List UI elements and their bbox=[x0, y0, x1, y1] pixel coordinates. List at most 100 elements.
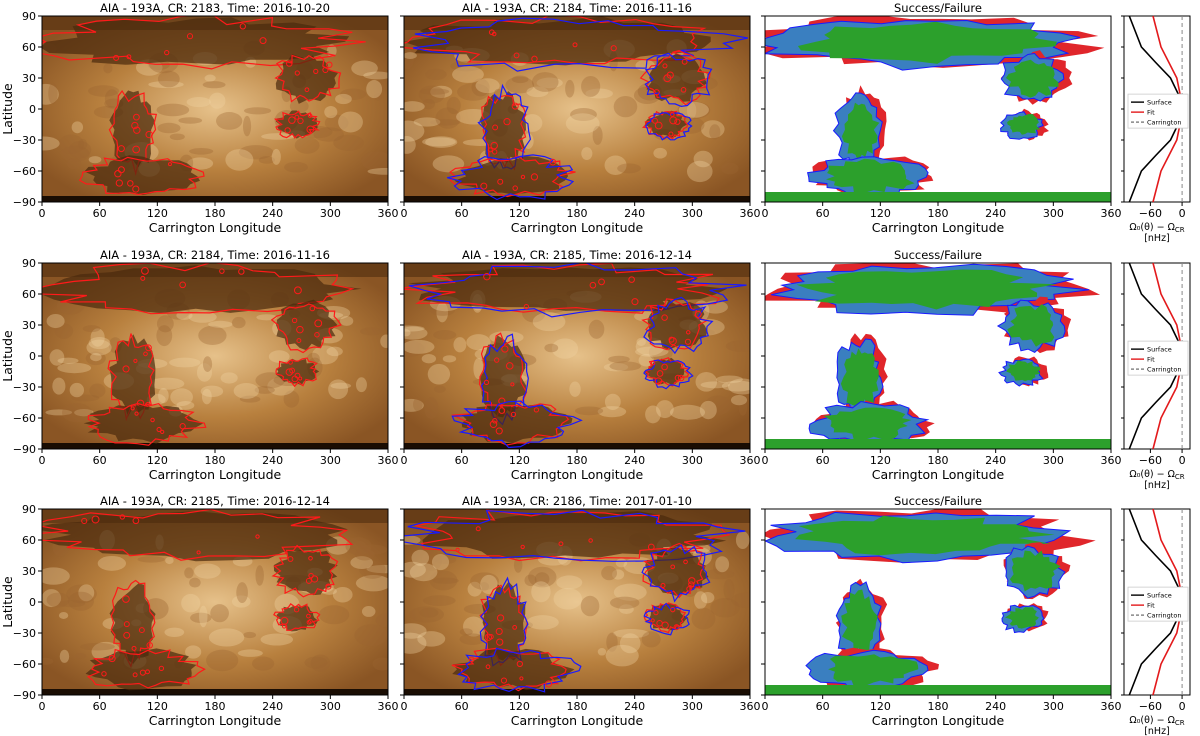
contour-speck bbox=[219, 268, 225, 274]
profile-xlabel-unit: [nHz] bbox=[1144, 480, 1170, 491]
coronal-hole bbox=[85, 648, 197, 691]
profile-x-tick-label: 0 bbox=[1179, 454, 1186, 467]
x-axis-label: Carrington Longitude bbox=[511, 467, 644, 482]
texture-spot bbox=[466, 334, 491, 351]
contour-speck bbox=[160, 429, 165, 435]
x-tick-label: 180 bbox=[928, 207, 949, 220]
contour-speck bbox=[681, 58, 688, 65]
texture-spot bbox=[169, 133, 185, 141]
x-tick-label: 120 bbox=[509, 207, 530, 220]
contour-outline bbox=[447, 154, 575, 201]
contour-speck bbox=[545, 680, 553, 688]
success-region-core bbox=[823, 407, 912, 441]
x-axis-label: Carrington Longitude bbox=[511, 713, 644, 728]
success-region-core bbox=[796, 269, 1057, 310]
texture-spot bbox=[467, 581, 482, 597]
contour-speck bbox=[314, 319, 323, 328]
texture-spot bbox=[375, 613, 388, 628]
texture-spot bbox=[404, 623, 427, 639]
texture-spot bbox=[404, 535, 421, 545]
x-tick-label: 120 bbox=[509, 700, 530, 713]
profile-xlabel-sub: CR bbox=[1175, 719, 1185, 727]
texture-spot bbox=[715, 556, 730, 573]
x-tick-label: 180 bbox=[567, 207, 588, 220]
texture-spot bbox=[604, 393, 621, 410]
y-tick-label: 30 bbox=[22, 319, 36, 332]
texture-spot bbox=[78, 584, 95, 602]
contour-outline bbox=[42, 16, 366, 70]
x-tick-label: 180 bbox=[205, 207, 226, 220]
contour-speck bbox=[156, 426, 162, 433]
coronal-hole bbox=[42, 17, 350, 65]
contour-outline bbox=[270, 303, 342, 354]
texture-spot bbox=[716, 375, 743, 384]
contour-speck bbox=[133, 126, 141, 134]
contour-speck bbox=[510, 411, 517, 418]
coronal-hole bbox=[644, 110, 688, 138]
texture-spot bbox=[237, 649, 263, 657]
texture-spot bbox=[645, 405, 661, 424]
y-tick-label: 90 bbox=[22, 503, 36, 516]
texture-spot bbox=[104, 89, 120, 108]
contour-speck bbox=[284, 127, 291, 134]
contour-speck bbox=[108, 655, 116, 663]
texture-spot bbox=[360, 151, 388, 171]
texture-spot bbox=[604, 155, 627, 176]
contour-speck bbox=[520, 174, 526, 180]
texture-spot bbox=[58, 134, 85, 155]
panel-title: Success/Failure bbox=[894, 248, 982, 262]
x-tick-label: 0 bbox=[39, 454, 46, 467]
texture-spot bbox=[202, 81, 226, 89]
texture-spot bbox=[700, 592, 715, 604]
x-tick-label: 360 bbox=[740, 700, 761, 713]
texture-spot bbox=[165, 556, 174, 565]
contour-speck bbox=[512, 625, 518, 630]
coronal-hole bbox=[647, 299, 708, 350]
texture-spot bbox=[79, 642, 115, 651]
contour-speck bbox=[653, 89, 660, 96]
x-tick-label: 120 bbox=[870, 454, 891, 467]
contour-speck bbox=[490, 141, 498, 150]
texture-spot bbox=[615, 558, 628, 568]
x-tick-label: 0 bbox=[401, 454, 408, 467]
contour-speck bbox=[115, 179, 123, 187]
y-tick-label: −30 bbox=[13, 627, 36, 640]
x-tick-label: 60 bbox=[455, 207, 469, 220]
texture-spot bbox=[531, 581, 551, 603]
texture-spot bbox=[103, 63, 113, 74]
x-tick-label: 300 bbox=[682, 700, 703, 713]
contour-speck bbox=[480, 182, 488, 190]
contour-speck bbox=[286, 60, 293, 67]
x-tick-label: 240 bbox=[262, 207, 283, 220]
texture-spot bbox=[597, 648, 607, 656]
x-tick-label: 240 bbox=[624, 207, 645, 220]
texture-spot bbox=[636, 337, 646, 346]
x-tick-label: 240 bbox=[985, 700, 1006, 713]
texture-spot bbox=[338, 111, 363, 133]
texture-spot bbox=[738, 400, 748, 416]
coronal-hole bbox=[646, 53, 707, 102]
texture-spot bbox=[42, 136, 60, 151]
contour-speck bbox=[497, 178, 504, 185]
profile-xlabel-unit: [nHz] bbox=[1144, 726, 1170, 736]
contour-outline bbox=[644, 52, 713, 108]
texture-spot bbox=[284, 161, 308, 173]
contour-speck bbox=[513, 52, 520, 59]
aia-map bbox=[41, 262, 389, 450]
texture-spot bbox=[206, 649, 239, 672]
texture-spot bbox=[326, 346, 343, 357]
panel-title: AIA - 193A, CR: 2184, Time: 2016-11-16 bbox=[462, 1, 692, 15]
texture-spot bbox=[431, 554, 450, 571]
texture-spot bbox=[727, 378, 750, 395]
profile-xlabel-sub: CR bbox=[1175, 226, 1185, 234]
texture-spot bbox=[294, 136, 320, 154]
texture-spot bbox=[187, 157, 214, 170]
texture-spot bbox=[404, 136, 416, 154]
texture-spot bbox=[556, 575, 583, 590]
legend-entry: Fit bbox=[1147, 356, 1155, 364]
contour-speck bbox=[306, 125, 315, 134]
coronal-hole bbox=[275, 358, 320, 386]
profile-x-tick-label: −60 bbox=[1139, 454, 1162, 467]
texture-spot bbox=[619, 604, 634, 614]
